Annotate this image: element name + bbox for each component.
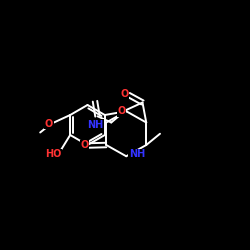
- Text: O: O: [80, 140, 88, 150]
- Text: NH: NH: [88, 120, 104, 130]
- Text: O: O: [120, 89, 128, 99]
- Text: HO: HO: [45, 149, 61, 159]
- Text: NH: NH: [128, 149, 145, 159]
- Text: O: O: [45, 119, 53, 129]
- Text: O: O: [118, 106, 126, 116]
